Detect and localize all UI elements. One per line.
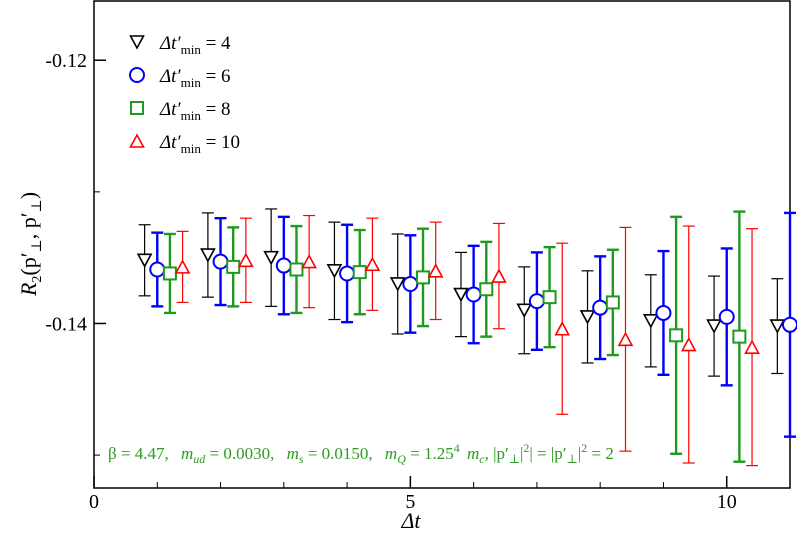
legend-marker (129, 133, 145, 148)
y-axis-title: R2(p′⊥, p′⊥) (16, 192, 45, 297)
data-point (491, 268, 507, 283)
data-point (744, 339, 760, 354)
legend-label: Δt′min = 10 (159, 132, 240, 156)
legend-label: Δt′min = 4 (159, 33, 231, 57)
data-point (402, 275, 419, 292)
data-point (655, 304, 672, 321)
data-point (453, 287, 469, 303)
data-point (680, 336, 697, 352)
data-point (226, 259, 241, 274)
data-point (465, 286, 482, 303)
series-0 (136, 208, 786, 377)
x-tick-label: 5 (405, 491, 415, 513)
data-point (162, 266, 177, 281)
data-point (592, 299, 609, 316)
data-point (301, 253, 317, 269)
data-point (174, 259, 191, 274)
legend: Δt′min = 4 Δt′min = 6 Δt′min = 8 Δt′min = 1… (129, 33, 240, 156)
legend-label: Δt′min = 8 (159, 99, 231, 123)
data-point (389, 277, 406, 292)
data-point (212, 253, 229, 270)
series-layer (136, 208, 797, 467)
data-point (326, 264, 343, 279)
x-tick-label: 10 (717, 491, 737, 513)
legend-marker (129, 35, 145, 50)
data-point (542, 290, 557, 305)
svg-text:R2(p′⊥, p′⊥): R2(p′⊥, p′⊥) (16, 192, 45, 297)
data-point (200, 248, 216, 263)
data-point (275, 257, 292, 274)
legend-marker (130, 101, 144, 115)
series-3 (174, 214, 760, 467)
data-point (642, 314, 659, 329)
x-axis-title: Δt (400, 508, 421, 533)
data-point (579, 310, 596, 325)
data-point (263, 250, 280, 266)
series-1 (149, 211, 797, 438)
data-point (136, 253, 153, 268)
y-tick-label: -0.14 (45, 313, 87, 335)
data-point (238, 252, 254, 268)
data-point (732, 329, 747, 344)
data-point (289, 262, 304, 277)
parameters-annotation: β = 4.47, mud = 0.0030, ms = 0.0150, mQ … (108, 437, 614, 466)
data-point (479, 282, 494, 297)
data-point (416, 270, 431, 285)
data-point (516, 303, 533, 318)
data-point (617, 331, 634, 347)
legend-label: Δt′min = 6 (159, 66, 231, 90)
axis-ticks: 0 5 10 -0.12 -0.14 (45, 50, 736, 513)
data-point (352, 265, 367, 280)
data-point (427, 263, 444, 278)
series-2 (162, 210, 747, 463)
data-point (554, 321, 571, 336)
data-point (769, 319, 786, 334)
y-tick-label: -0.12 (45, 50, 87, 72)
x-tick-label: 0 (89, 491, 99, 513)
data-point (605, 295, 620, 310)
data-point (669, 328, 684, 343)
data-point (528, 293, 545, 310)
data-point (364, 256, 381, 272)
data-point (339, 265, 356, 282)
legend-marker (129, 67, 145, 83)
data-point (706, 319, 722, 334)
data-point (718, 308, 735, 325)
data-point (782, 316, 797, 333)
data-point (149, 261, 166, 278)
